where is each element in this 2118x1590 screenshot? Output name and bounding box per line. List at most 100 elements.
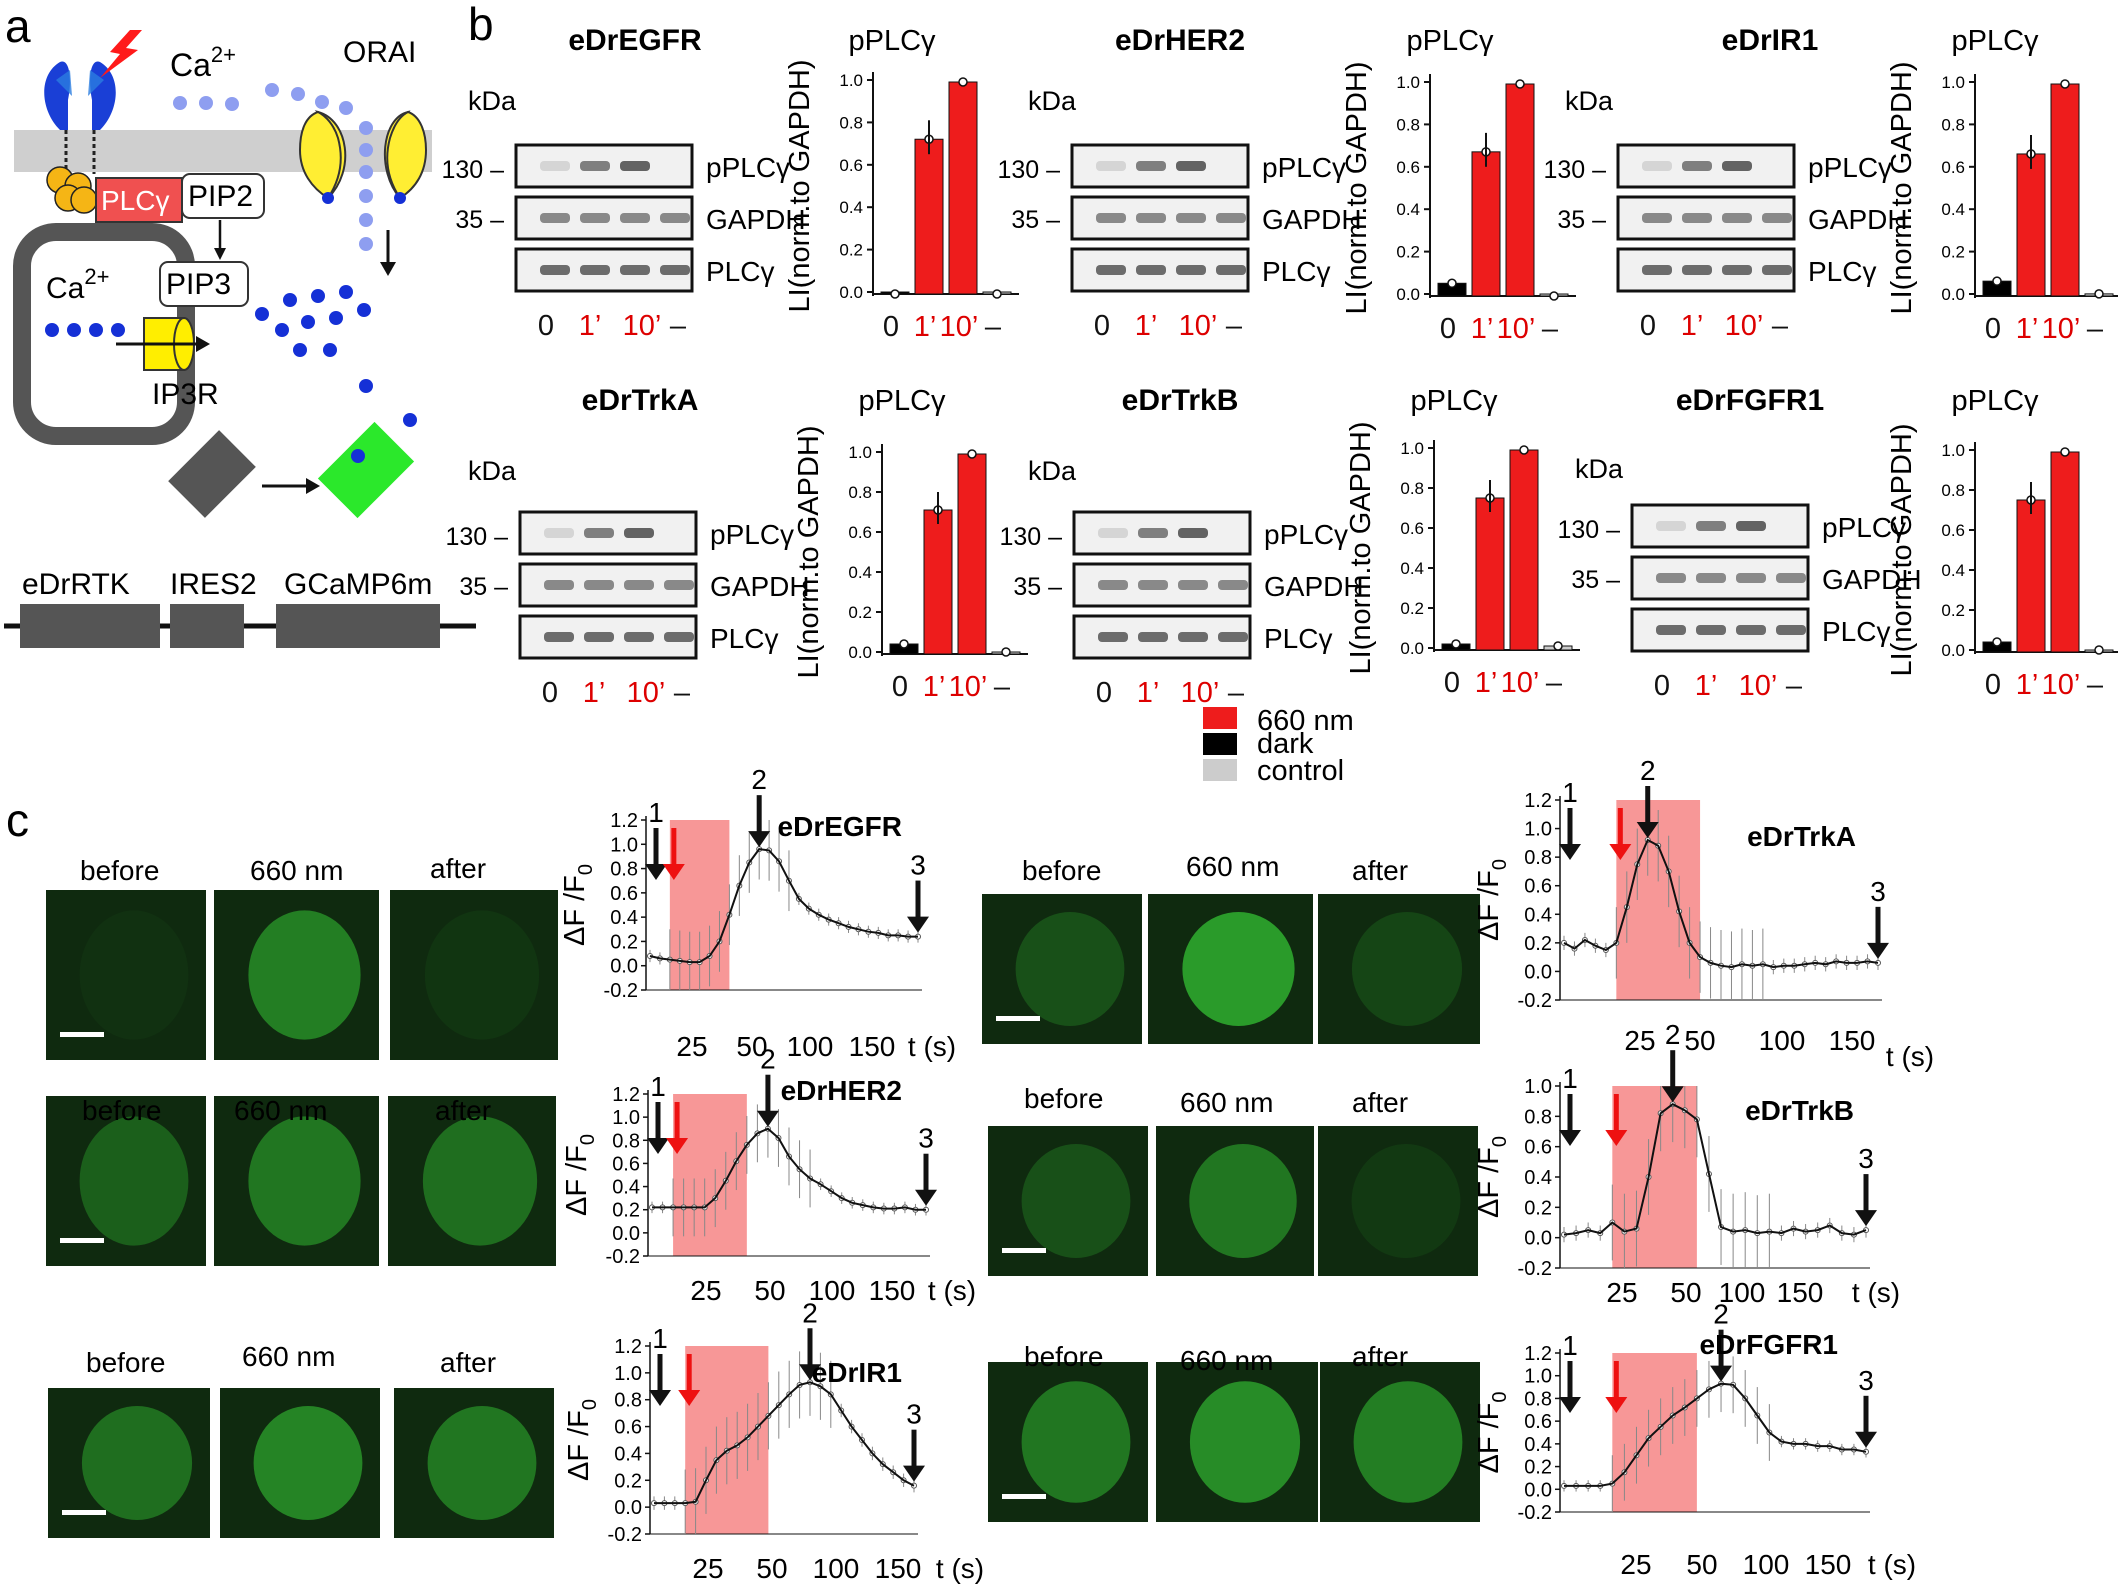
- legend-label-control: control: [1257, 755, 1344, 787]
- bar-y-tick-label: 0.0: [839, 283, 863, 302]
- micrograph-cell: [1015, 912, 1125, 1026]
- blot-band: [1098, 632, 1128, 642]
- blot-band: [1096, 161, 1126, 171]
- trace-arrow-label: 3: [1870, 876, 1886, 907]
- trace-arrow-head: [1855, 1431, 1877, 1448]
- bar-point: [1451, 639, 1461, 649]
- bar-charts: pPLCγ 0.0 0.2 0.4 0.6 0.8 1.0 LI(norm.to GAPDH)…: [784, 25, 2118, 703]
- bar-y-tick-label: 0.2: [1396, 243, 1420, 262]
- bar-y-tick-label: 0.8: [1396, 115, 1420, 134]
- band-label: PLCγ: [1264, 623, 1332, 654]
- gcamp-bright-icon: [317, 421, 415, 519]
- micrograph-label: before: [1024, 1341, 1103, 1372]
- bar-category-label: –: [2087, 669, 2104, 701]
- bar-category-label: 10’: [2042, 669, 2081, 701]
- trace-y-tick-label: -0.2: [1518, 1502, 1552, 1524]
- plc-label: PLCγ: [101, 185, 169, 216]
- trace-y-tick-label: -0.2: [606, 1246, 640, 1268]
- trace-arrow-label: 1: [1562, 1330, 1578, 1361]
- blot-band: [1176, 265, 1206, 275]
- trace-x-unit: t (s): [908, 1031, 956, 1062]
- blot-band: [584, 632, 614, 642]
- bar-category-label: 0: [1985, 669, 2001, 701]
- trace-x-tick-label: 25: [1620, 1549, 1651, 1580]
- trace-y-tick-label: 0.6: [610, 883, 638, 905]
- bar-category-label: 1’: [2016, 313, 2039, 345]
- bar-y-tick-label: 0.4: [1400, 559, 1424, 578]
- lane-label: 0: [1640, 310, 1656, 342]
- construct-label-rtk: eDrRTK: [22, 568, 130, 601]
- trace-x-tick-label: 25: [692, 1553, 723, 1584]
- micrograph-label: 660 nm: [242, 1341, 335, 1372]
- bar-point: [1553, 641, 1563, 651]
- trace-arrow-head: [748, 831, 771, 848]
- bar-chart: pPLCγ 0.0 0.2 0.4 0.6 0.8 1.0 LI(norm.to GAPDH)…: [784, 25, 1019, 343]
- trace-line: [1563, 838, 1879, 969]
- trace-y-tick-label: 1.0: [1524, 1076, 1552, 1098]
- blot-band: [1762, 265, 1792, 275]
- blot-receptor-title: eDrTrkA: [582, 384, 699, 417]
- trace-chart: -0.20.00.20.40.60.81.01.2 ΔF /F0 1 2 3 eDrHER…: [561, 1044, 976, 1306]
- trace-y-tick-label: 0.2: [1524, 1457, 1552, 1479]
- light-period: [673, 1094, 747, 1256]
- blot-group: eDrTrkA kDa pPLCγ GAPDH PLCγ 130 – 35 – 0 1’ 10’ –: [445, 384, 809, 709]
- lane-label: 10’: [623, 310, 662, 342]
- trace-title: eDrEGFR: [778, 811, 902, 842]
- bar-y-tick-label: 0.2: [1941, 243, 1965, 262]
- bar-y-tick-label: 0.0: [1396, 285, 1420, 304]
- orai-channel-icon: [298, 110, 428, 204]
- panel-c-label: c: [6, 794, 29, 846]
- lane-label: 1’: [583, 677, 606, 709]
- trace-x-tick-label: 50: [754, 1275, 785, 1306]
- trace-arrow-head: [1559, 1130, 1581, 1146]
- trace-arrow-head: [756, 1110, 779, 1127]
- trace-y-tick-label: 1.2: [1524, 1343, 1552, 1365]
- micrograph-cell: [248, 1116, 361, 1246]
- trace-y-tick-label: 0.0: [610, 956, 638, 978]
- bar-category-label: –: [985, 311, 1002, 343]
- bar-y-tick-label: 0.6: [839, 156, 863, 175]
- bar-point: [1519, 445, 1529, 455]
- trace-arrow-label: 1: [650, 1071, 666, 1102]
- legend-swatch-660: [1203, 707, 1237, 729]
- pip3-label: PIP3: [166, 268, 231, 301]
- micrograph-row: before 660 nm after: [46, 853, 558, 1060]
- bar: [1505, 83, 1535, 297]
- blot-band: [1682, 161, 1712, 171]
- construct-label-gcamp: GCaMP6m: [284, 568, 432, 601]
- trace-arrow-head: [678, 1390, 701, 1406]
- micrograph-cell: [424, 910, 540, 1040]
- bar-chart-title: pPLCγ: [848, 25, 936, 57]
- mw-130-label: 130 –: [445, 523, 508, 551]
- trace-arrow-head: [649, 1390, 671, 1406]
- trace-y-tick-label: 0.0: [612, 1223, 640, 1245]
- trace-x-tick-label: 100: [1743, 1549, 1790, 1580]
- blot-strip: [518, 510, 698, 556]
- bar-point: [1447, 278, 1457, 289]
- trace-arrow-head: [1605, 1130, 1628, 1146]
- blot-band: [1216, 213, 1246, 223]
- blot-band: [664, 632, 694, 642]
- blot-band: [620, 213, 650, 223]
- bar: [957, 453, 987, 655]
- blot-band: [584, 528, 614, 538]
- bar-chart: pPLCγ 0.0 0.2 0.4 0.6 0.8 1.0 LI(norm.to GAPDH)…: [1886, 385, 2118, 701]
- trace-y-tick-label: 0.2: [612, 1200, 640, 1222]
- bar-point: [1549, 291, 1559, 301]
- trace-y-tick-label: 0.4: [614, 1443, 642, 1465]
- trace-y-tick-label: 0.8: [612, 1130, 640, 1152]
- blot-band: [1642, 265, 1672, 275]
- bar-category-label: 1’: [1471, 313, 1494, 345]
- legend-label-660: 660 nm: [1257, 705, 1354, 737]
- construct-edrrtk: [20, 604, 160, 648]
- micrograph-row: before 660 nm after: [48, 1341, 554, 1538]
- trace-arrow-head: [647, 1138, 669, 1154]
- trace-y-tick-label: 1.2: [614, 1336, 642, 1358]
- bar: [2016, 153, 2046, 297]
- bar-y-tick-label: 0.4: [1396, 200, 1420, 219]
- bar-point: [2060, 447, 2070, 457]
- bar-point: [967, 449, 977, 459]
- bar-point: [1001, 647, 1011, 657]
- mw-35-label: 35 –: [455, 206, 504, 234]
